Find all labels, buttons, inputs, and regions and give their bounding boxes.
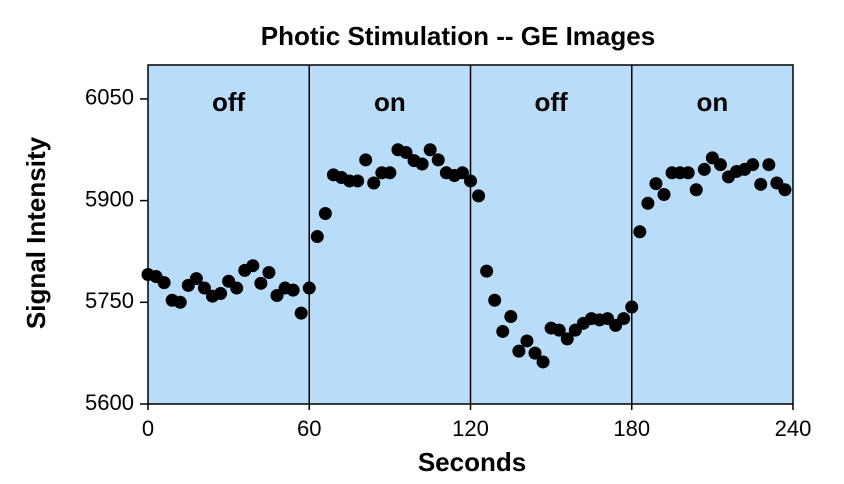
data-point [431, 153, 445, 167]
data-point [746, 158, 760, 172]
data-point [496, 324, 510, 338]
x-tick-label: 120 [452, 416, 489, 441]
data-point [778, 183, 792, 197]
data-point [754, 177, 768, 191]
data-point [423, 143, 437, 157]
data-point [230, 281, 244, 295]
data-point [697, 162, 711, 176]
y-tick-label: 5900 [85, 186, 134, 211]
data-point [480, 264, 494, 278]
data-point [464, 174, 477, 188]
data-point [488, 293, 502, 307]
y-tick-label: 6050 [85, 85, 134, 110]
data-point [351, 174, 365, 188]
data-point [262, 265, 276, 279]
data-point [520, 334, 534, 348]
data-point [689, 183, 703, 197]
data-point [649, 177, 663, 191]
data-point [302, 281, 316, 295]
data-point [713, 158, 727, 172]
data-point [173, 295, 187, 309]
data-point [157, 276, 171, 290]
data-point [197, 281, 211, 295]
data-point [189, 272, 203, 286]
data-point [641, 196, 655, 210]
y-tick-label: 5750 [85, 288, 134, 313]
data-point [560, 332, 574, 346]
data-point [399, 145, 413, 159]
phase-label: off [212, 87, 246, 117]
data-point [633, 225, 647, 239]
data-point [294, 306, 308, 320]
data-point [617, 312, 631, 326]
data-point [552, 323, 566, 337]
x-tick-label: 180 [613, 416, 650, 441]
x-tick-label: 240 [775, 416, 812, 441]
x-axis-label: Seconds [418, 447, 526, 477]
data-point [762, 158, 776, 172]
chart-title: Photic Stimulation -- GE Images [261, 21, 655, 51]
data-point [528, 346, 542, 360]
x-tick-label: 0 [142, 416, 154, 441]
phase-label: on [696, 87, 728, 117]
data-point [359, 153, 373, 167]
x-tick-label: 60 [297, 416, 321, 441]
data-point [286, 283, 300, 297]
y-axis-label: Signal Intensity [21, 136, 51, 329]
data-point [504, 310, 518, 324]
phase-label: off [535, 87, 569, 117]
data-point [681, 166, 695, 180]
data-point [318, 206, 332, 220]
data-point [383, 166, 397, 180]
y-tick-label: 5600 [85, 390, 134, 415]
data-point [310, 230, 324, 244]
data-point [455, 166, 469, 180]
phase-label: on [374, 87, 406, 117]
data-point [472, 189, 486, 203]
data-point [415, 157, 429, 171]
data-point [512, 344, 526, 358]
data-point [625, 300, 639, 314]
data-point [657, 187, 671, 201]
data-point [536, 355, 550, 369]
data-point [254, 276, 268, 290]
data-point [367, 176, 381, 190]
data-point [246, 259, 260, 273]
data-point [214, 286, 228, 300]
